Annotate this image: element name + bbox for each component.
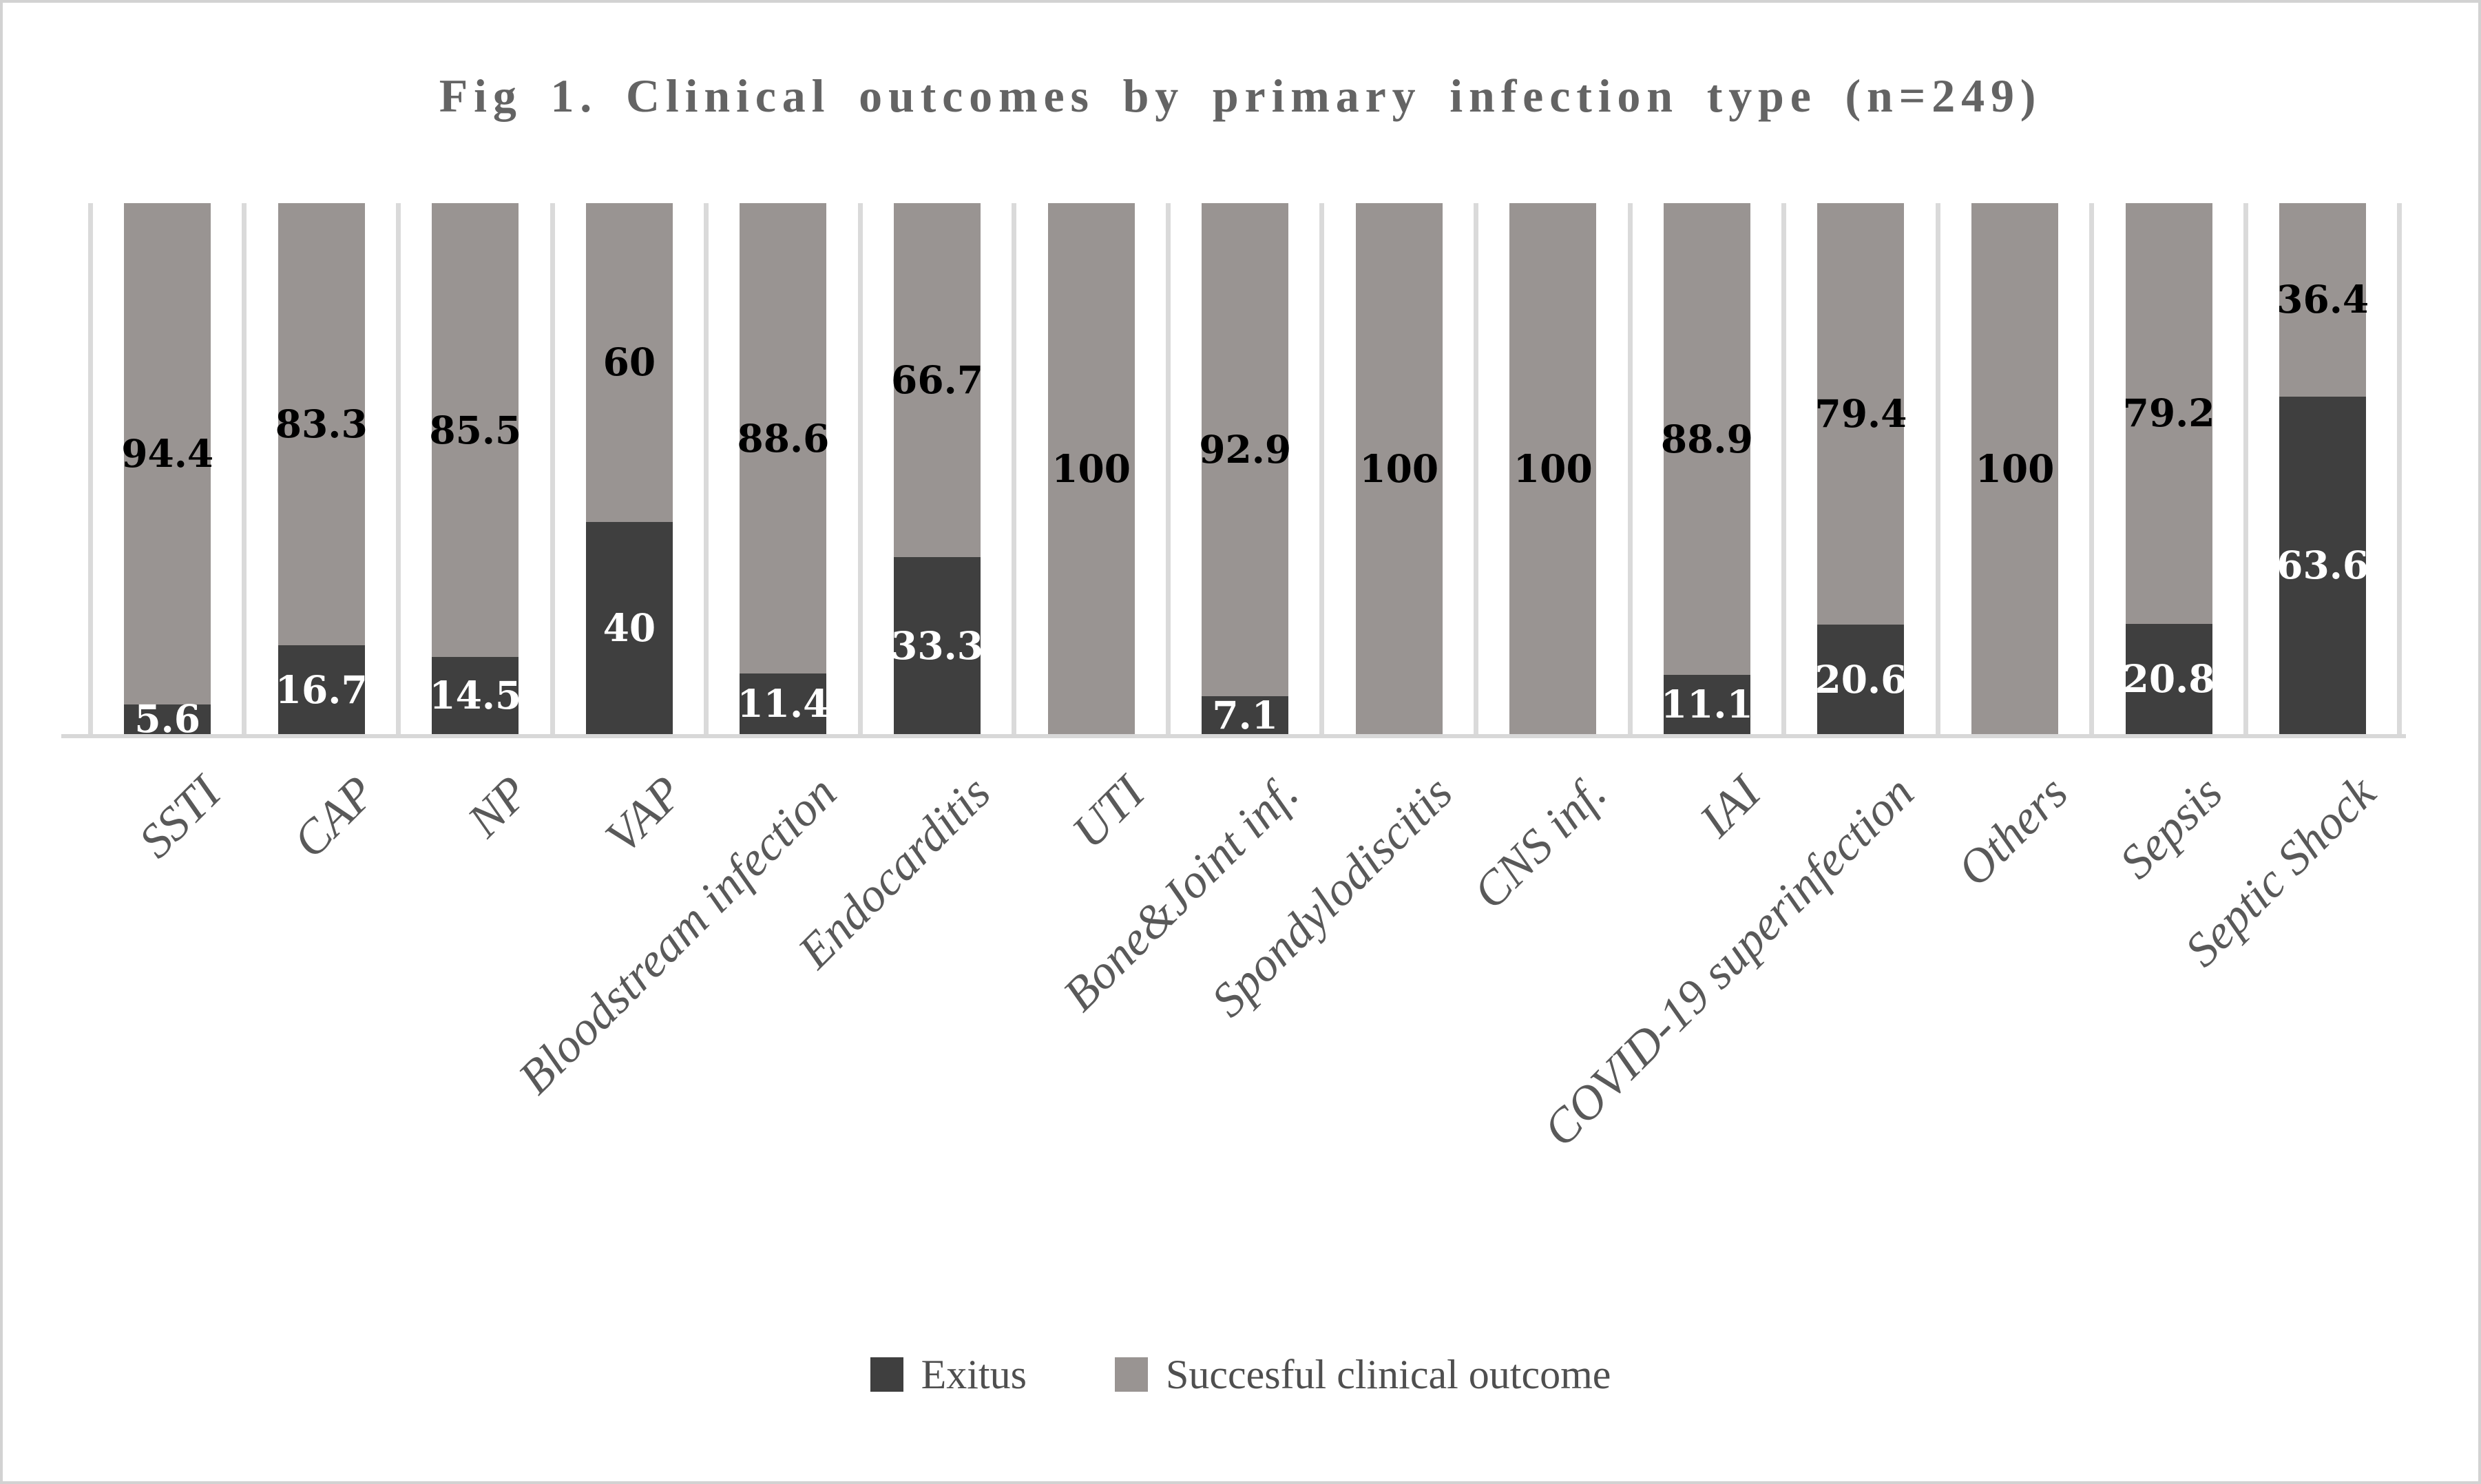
- bar-segment-exitus: [1817, 625, 1905, 734]
- bar-segment-exitus: [740, 673, 827, 734]
- value-label-success: 66.7: [891, 357, 984, 403]
- bar-segment-success: [1971, 203, 2059, 734]
- legend-item-exitus: Exitus: [870, 1354, 1027, 1395]
- x-axis-label: CAP: [282, 766, 385, 868]
- bar-segment-exitus: [2125, 623, 2212, 734]
- bar-segment-success: [1509, 203, 1597, 734]
- value-label-success: 60: [603, 339, 656, 385]
- category-gridline: [857, 203, 863, 734]
- value-label-success: 100: [1359, 446, 1439, 491]
- bar-segment-exitus: [432, 657, 519, 734]
- x-axis-line: [61, 734, 2406, 738]
- category-gridline: [704, 203, 709, 734]
- category-gridline: [396, 203, 401, 734]
- value-label-exitus: 11.4: [737, 681, 830, 727]
- category-gridline: [2089, 203, 2095, 734]
- bar-segment-success: [2279, 203, 2367, 397]
- x-axis-label: Sepsis: [2109, 766, 2232, 889]
- category-gridline: [1627, 203, 1633, 734]
- category-gridline: [1935, 203, 1940, 734]
- value-label-success: 36.4: [2276, 277, 2369, 322]
- value-label-exitus: 14.5: [429, 673, 522, 718]
- bar-segment-success: [432, 203, 519, 658]
- value-label-success: 88.6: [737, 415, 830, 461]
- bar-segment-exitus: [2279, 396, 2367, 734]
- value-label-success: 100: [1051, 446, 1131, 491]
- value-label-exitus: 20.6: [1814, 656, 1907, 702]
- category-gridline: [1474, 203, 1479, 734]
- legend-item-success: Succesful clinical outcome: [1114, 1352, 1611, 1397]
- value-label-exitus: 5.6: [134, 696, 201, 742]
- category-gridline: [87, 203, 93, 734]
- value-label-success: 100: [1513, 446, 1593, 491]
- x-axis-label: UTI: [1062, 766, 1155, 859]
- bar-segment-success: [124, 203, 211, 704]
- x-axis-label: IAI: [1689, 766, 1771, 848]
- value-label-success: 92.9: [1199, 427, 1292, 472]
- value-label-success: 79.2: [2122, 390, 2215, 436]
- category-gridline: [2397, 203, 2403, 734]
- x-axis-label: CNS inf.: [1463, 766, 1617, 919]
- x-axis-label: Others: [1947, 766, 2079, 897]
- value-label-success: 88.9: [1660, 416, 1753, 461]
- bar-segment-exitus: [278, 645, 365, 734]
- value-label-success: 83.3: [275, 401, 368, 447]
- bar-segment-success: [1202, 203, 1289, 697]
- bar-segment-success: [1355, 203, 1443, 734]
- value-label-exitus: 63.6: [2276, 542, 2369, 587]
- category-gridline: [1165, 203, 1171, 734]
- bar-segment-success: [894, 203, 981, 558]
- value-label-exitus: 33.3: [891, 623, 984, 668]
- plot-area: 5.6 94.4 SSTI 16.7 83.3 CAP 14.5 85.5 NP 40 60 VAP 1…: [3, 3, 2478, 1481]
- bar-segment-exitus: [1202, 696, 1289, 734]
- value-label-exitus: 7.1: [1212, 692, 1279, 738]
- bar-segment-success: [1663, 203, 1750, 676]
- chart-title: Fig 1. Clinical outcomes by primary infe…: [439, 70, 2042, 122]
- bar-segment-exitus: [1663, 675, 1750, 734]
- legend-label-exitus: Exitus: [921, 1352, 1027, 1397]
- bar-segment-exitus: [894, 557, 981, 734]
- category-gridline: [2243, 203, 2248, 734]
- bar-segment-success: [1047, 203, 1135, 734]
- legend-swatch-success-icon: [1114, 1357, 1148, 1392]
- bar-segment-success: [585, 203, 673, 522]
- bar-segment-exitus: [124, 704, 211, 734]
- legend: Exitus Succesful clinical outcome: [3, 1354, 2478, 1395]
- value-label-success: 100: [1975, 446, 2055, 491]
- legend-swatch-exitus-icon: [870, 1357, 903, 1392]
- bar-segment-success: [740, 203, 827, 674]
- value-label-exitus: 16.7: [275, 667, 368, 712]
- x-axis-label: NP: [457, 766, 539, 848]
- bar-segment-success: [278, 203, 365, 646]
- value-label-success: 85.5: [429, 407, 522, 452]
- category-gridline: [1319, 203, 1325, 734]
- bar-segment-success: [2125, 203, 2212, 624]
- value-label-exitus: 11.1: [1660, 682, 1753, 727]
- value-label-exitus: 20.8: [2122, 656, 2215, 701]
- category-gridline: [242, 203, 247, 734]
- legend-label-success: Succesful clinical outcome: [1165, 1352, 1611, 1397]
- x-axis-label: SSTI: [129, 766, 231, 868]
- bar-segment-exitus: [585, 521, 673, 734]
- value-label-exitus: 40: [603, 605, 656, 650]
- category-gridline: [549, 203, 555, 734]
- value-label-success: 94.4: [121, 430, 214, 476]
- category-gridline: [1012, 203, 1017, 734]
- value-label-success: 79.4: [1814, 391, 1907, 437]
- category-gridline: [1781, 203, 1787, 734]
- x-axis-label: VAP: [595, 766, 693, 864]
- bar-segment-success: [1817, 203, 1905, 625]
